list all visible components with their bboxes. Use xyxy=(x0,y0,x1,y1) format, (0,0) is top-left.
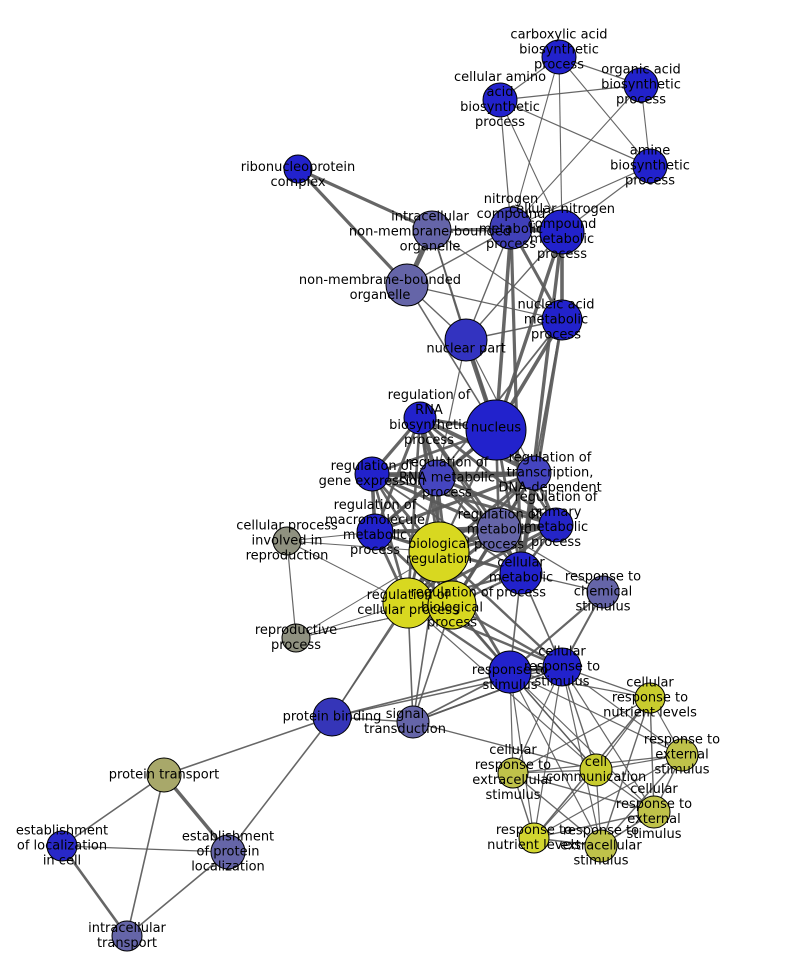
graph-edge xyxy=(512,697,651,774)
graph-node-amine-biosynthetic-process[interactable] xyxy=(632,148,668,184)
nodes-layer xyxy=(46,39,699,952)
graph-node-response-to-nutrient-levels[interactable] xyxy=(518,822,550,854)
graph-node-response-to-external-stimulus[interactable] xyxy=(665,738,699,772)
graph-node-nucleus[interactable] xyxy=(465,399,527,461)
graph-node-regulation-of-transcription-dna-dependent[interactable] xyxy=(516,455,552,491)
graph-node-cell-communication[interactable] xyxy=(579,753,613,787)
graph-node-cellular-nitrogen-compound-metabolic-process[interactable] xyxy=(539,209,585,255)
graph-node-biological-regulation[interactable] xyxy=(408,521,470,583)
graph-edge xyxy=(331,671,511,718)
graph-node-nuclear-part[interactable] xyxy=(444,318,488,362)
graph-node-cellular-metabolic-process[interactable] xyxy=(499,551,543,595)
graph-edge xyxy=(558,56,563,233)
graph-edge xyxy=(512,772,655,813)
graph-edge xyxy=(499,84,642,101)
graph-edge xyxy=(60,845,129,937)
graph-node-protein-transport[interactable] xyxy=(146,757,182,793)
graph-node-cellular-response-to-nutrient-levels[interactable] xyxy=(634,682,666,714)
graph-edge xyxy=(533,811,655,839)
graph-node-cellular-amino-acid-biosynthetic-process[interactable] xyxy=(482,82,518,118)
graph-node-regulation-of-rna-metabolic-process[interactable] xyxy=(418,459,456,497)
graph-edge xyxy=(510,165,651,229)
graph-edge xyxy=(533,754,683,839)
graph-node-cellular-response-to-stimulus[interactable] xyxy=(542,647,582,687)
graph-node-signal-transduction[interactable] xyxy=(396,705,430,739)
graph-edge xyxy=(600,754,683,847)
graph-edge xyxy=(412,666,563,723)
graph-edge xyxy=(561,666,602,847)
graph-edge xyxy=(465,231,563,341)
graph-node-establishment-of-protein-localization[interactable] xyxy=(210,834,246,870)
graph-edge xyxy=(406,284,563,321)
graph-edge xyxy=(227,716,333,853)
graph-edge xyxy=(296,167,409,287)
graph-node-carboxylic-acid-biosynthetic-process[interactable] xyxy=(541,39,577,75)
graph-node-response-to-stimulus[interactable] xyxy=(488,650,532,694)
graph-node-ribonucleoprotein-complex[interactable] xyxy=(283,154,313,184)
graph-edge xyxy=(126,774,165,937)
graph-edge xyxy=(163,716,333,776)
graph-node-regulation-of-cellular-process[interactable] xyxy=(382,577,434,629)
graph-edge xyxy=(510,56,560,229)
graph-node-regulation-of-metabolic-process[interactable] xyxy=(476,507,522,553)
graph-edge xyxy=(371,472,500,532)
graph-node-response-to-extracellular-stimulus[interactable] xyxy=(584,829,618,863)
graph-node-cellular-response-to-external-stimulus[interactable] xyxy=(637,795,671,829)
graph-edge xyxy=(561,666,655,813)
graph-edge xyxy=(533,666,563,839)
graph-edge xyxy=(436,339,467,479)
graph-edge xyxy=(371,472,557,527)
graph-edge xyxy=(494,231,564,431)
graph-edge xyxy=(509,671,683,756)
graph-node-reproductive-process[interactable] xyxy=(281,623,311,653)
graph-edge xyxy=(499,99,651,167)
graph-edge xyxy=(649,697,655,813)
graph-edge xyxy=(297,167,433,232)
graph-node-response-to-chemical-stimulus[interactable] xyxy=(586,575,620,609)
graph-edge xyxy=(510,84,642,229)
graph-node-nucleic-acid-metabolic-process[interactable] xyxy=(541,299,583,341)
graph-edge xyxy=(412,721,597,771)
graph-node-protein-binding[interactable] xyxy=(312,697,352,737)
graph-node-cellular-process-involved-in-reproduction[interactable] xyxy=(272,526,302,556)
graph-edge xyxy=(431,229,563,321)
graph-node-regulation-of-rna-biosynthetic-process[interactable] xyxy=(403,401,437,435)
graph-node-intracellular-non-membrane-bounded-organelle[interactable] xyxy=(412,210,452,250)
graph-node-nitrogen-compound-metabolic-process[interactable] xyxy=(489,206,533,250)
graph-edge xyxy=(61,845,229,853)
graph-edge xyxy=(436,319,563,479)
graph-node-establishment-of-localization-in-cell[interactable] xyxy=(46,830,78,862)
graph-edge xyxy=(533,319,563,474)
graph-node-non-membrane-bounded-organelle[interactable] xyxy=(385,263,429,307)
graph-edge xyxy=(126,851,229,937)
graph-node-intracellular-transport[interactable] xyxy=(111,920,143,952)
graph-edge xyxy=(286,540,297,639)
graph-node-regulation-of-primary-metabolic-process[interactable] xyxy=(538,507,574,543)
graph-node-regulation-of-biological-process[interactable] xyxy=(427,580,477,630)
graph-edge xyxy=(436,476,557,527)
graph-node-organic-acid-biosynthetic-process[interactable] xyxy=(623,67,659,103)
graph-edge xyxy=(512,772,602,847)
graph-node-regulation-of-gene-expression[interactable] xyxy=(354,456,390,492)
edges-layer xyxy=(60,56,683,937)
graph-node-regulation-of-macromolecule-metabolic-process[interactable] xyxy=(356,513,394,551)
graph-edge xyxy=(509,671,535,839)
graph-edge xyxy=(494,227,513,431)
graph-edge xyxy=(419,416,557,527)
graph-edge xyxy=(558,56,651,167)
graph-edge xyxy=(509,671,655,813)
graph-edge xyxy=(61,774,165,847)
graph-node-cellular-response-to-extracellular-stimulus[interactable] xyxy=(497,757,529,789)
graph-edge xyxy=(561,666,683,756)
graph-edge xyxy=(406,417,422,604)
graph-edge xyxy=(509,671,651,699)
